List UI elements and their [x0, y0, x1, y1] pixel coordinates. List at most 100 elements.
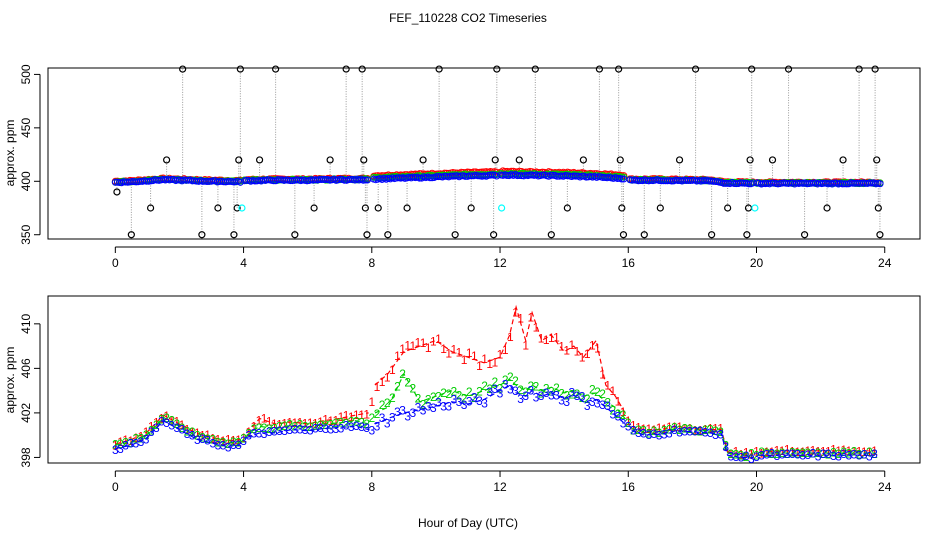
- x-tick-label: 16: [622, 256, 636, 270]
- series-2-glyph: 2: [250, 422, 257, 436]
- series-3-point: [745, 180, 753, 188]
- series-1-glyph: 1: [527, 310, 534, 324]
- series-2-glyph: 2: [307, 420, 314, 434]
- series-3-glyph: 3: [292, 423, 299, 437]
- series-1-glyph: 1: [497, 347, 504, 361]
- series-2-glyph: 2: [245, 427, 252, 441]
- series-1-glyph: 1: [774, 444, 781, 458]
- series-2-glyph: 2: [409, 382, 416, 396]
- series-1-glyph: 1: [158, 412, 165, 426]
- flag-point: [618, 204, 626, 212]
- series-1-glyph: 1: [784, 443, 791, 457]
- series-1-glyph: 1: [615, 394, 622, 408]
- series-3-glyph: 3: [620, 417, 627, 431]
- series-3-glyph: 3: [692, 424, 699, 438]
- flag-point: [361, 204, 369, 212]
- series-2-glyph: 2: [779, 446, 786, 460]
- series-3-glyph: 3: [394, 405, 401, 419]
- series-3-glyph: 3: [568, 385, 575, 399]
- series-3-glyph: 3: [810, 447, 817, 461]
- series-2-glyph: 2: [820, 447, 827, 461]
- series-2-glyph: 2: [548, 384, 555, 398]
- series-2-glyph: 2: [199, 430, 206, 444]
- flag-point: [640, 231, 648, 239]
- series-3-glyph: 3: [784, 447, 791, 461]
- series-1-glyph: 1: [307, 416, 314, 430]
- flag-point: [179, 65, 187, 73]
- series-3-glyph: 3: [830, 449, 837, 463]
- series-3-glyph: 3: [799, 448, 806, 462]
- series-3-glyph: 3: [374, 419, 381, 433]
- series-2-glyph: 2: [712, 424, 719, 438]
- series-1-glyph: 1: [851, 445, 858, 459]
- flag-point: [616, 156, 624, 164]
- series-3-glyph: 3: [435, 396, 442, 410]
- series-2-glyph: 2: [374, 407, 381, 421]
- series-3-glyph: 3: [851, 447, 858, 461]
- series-1-glyph: 1: [215, 432, 222, 446]
- series-3-glyph: 3: [497, 386, 504, 400]
- series-3-glyph: 3: [512, 384, 519, 398]
- series-1-glyph: 1: [640, 422, 647, 436]
- flag-point: [619, 231, 628, 239]
- series-2-glyph: 2: [702, 423, 709, 437]
- series-3-glyph: 3: [261, 427, 268, 441]
- series-2-glyph: 2: [558, 386, 565, 400]
- series-3-glyph: 3: [492, 382, 499, 396]
- series-3-glyph: 3: [548, 388, 555, 402]
- series-2-glyph: 2: [399, 367, 406, 381]
- series-2-glyph: 2: [645, 426, 652, 440]
- series-1-glyph: 1: [681, 422, 688, 436]
- series-2-glyph: 2: [533, 379, 540, 393]
- bottom-panel-data-layer: 1111111111111111111111111111111111111111…: [112, 304, 878, 466]
- series-3-point: [618, 175, 626, 183]
- series-1-glyph: 1: [138, 429, 145, 443]
- series-1-glyph: 1: [471, 349, 478, 363]
- series-2-glyph: 2: [440, 386, 447, 400]
- series-3-line: [115, 384, 876, 458]
- flag-point: [823, 204, 831, 212]
- series-1-glyph: 1: [122, 433, 129, 447]
- series-1-glyph: 1: [507, 330, 514, 344]
- series-3-glyph: 3: [189, 429, 196, 443]
- series-1-glyph: 1: [409, 339, 416, 353]
- series-1-glyph: 1: [132, 431, 139, 445]
- series-3-glyph: 3: [353, 419, 360, 433]
- series-1-line: [115, 304, 876, 455]
- flag-point: [342, 65, 350, 73]
- series-2-glyph: 2: [220, 436, 227, 450]
- series-3-glyph: 3: [733, 450, 740, 464]
- series-3-glyph: 3: [235, 438, 242, 452]
- series-2-glyph: 2: [794, 447, 801, 461]
- flag-point: [547, 231, 555, 239]
- series-3-glyph: 3: [194, 433, 201, 447]
- series-2-line: [115, 372, 876, 456]
- series-1-glyph: 1: [866, 445, 873, 459]
- series-1-glyph: 1: [143, 425, 150, 439]
- series-1-glyph: 1: [317, 415, 324, 429]
- flag-point: [876, 231, 884, 239]
- series-1-glyph: 1: [620, 405, 627, 419]
- series-1-glyph: 1: [286, 415, 293, 429]
- flag-point: [615, 65, 623, 73]
- flag-point: [374, 204, 382, 212]
- series-3-glyph: 3: [579, 390, 586, 404]
- flag-point: [656, 204, 664, 212]
- series-3-point: [236, 178, 244, 186]
- series-2-glyph: 2: [815, 446, 822, 460]
- series-2-glyph: 2: [733, 448, 740, 462]
- series-1-glyph: 1: [789, 444, 796, 458]
- series-3-glyph: 3: [322, 422, 329, 436]
- series-1-glyph: 1: [230, 433, 237, 447]
- series-1-glyph: 1: [656, 421, 663, 435]
- series-3-glyph: 3: [861, 447, 868, 461]
- series-1-glyph: 1: [481, 352, 488, 366]
- series-2-glyph: 2: [240, 431, 247, 445]
- series-3-glyph: 3: [327, 423, 334, 437]
- series-2-glyph: 2: [497, 382, 504, 396]
- series-1-glyph: 1: [209, 432, 216, 446]
- series-3-glyph: 3: [686, 425, 693, 439]
- series-3-glyph: 3: [820, 447, 827, 461]
- series-1-glyph: 1: [204, 428, 211, 442]
- series-1-glyph: 1: [763, 445, 770, 459]
